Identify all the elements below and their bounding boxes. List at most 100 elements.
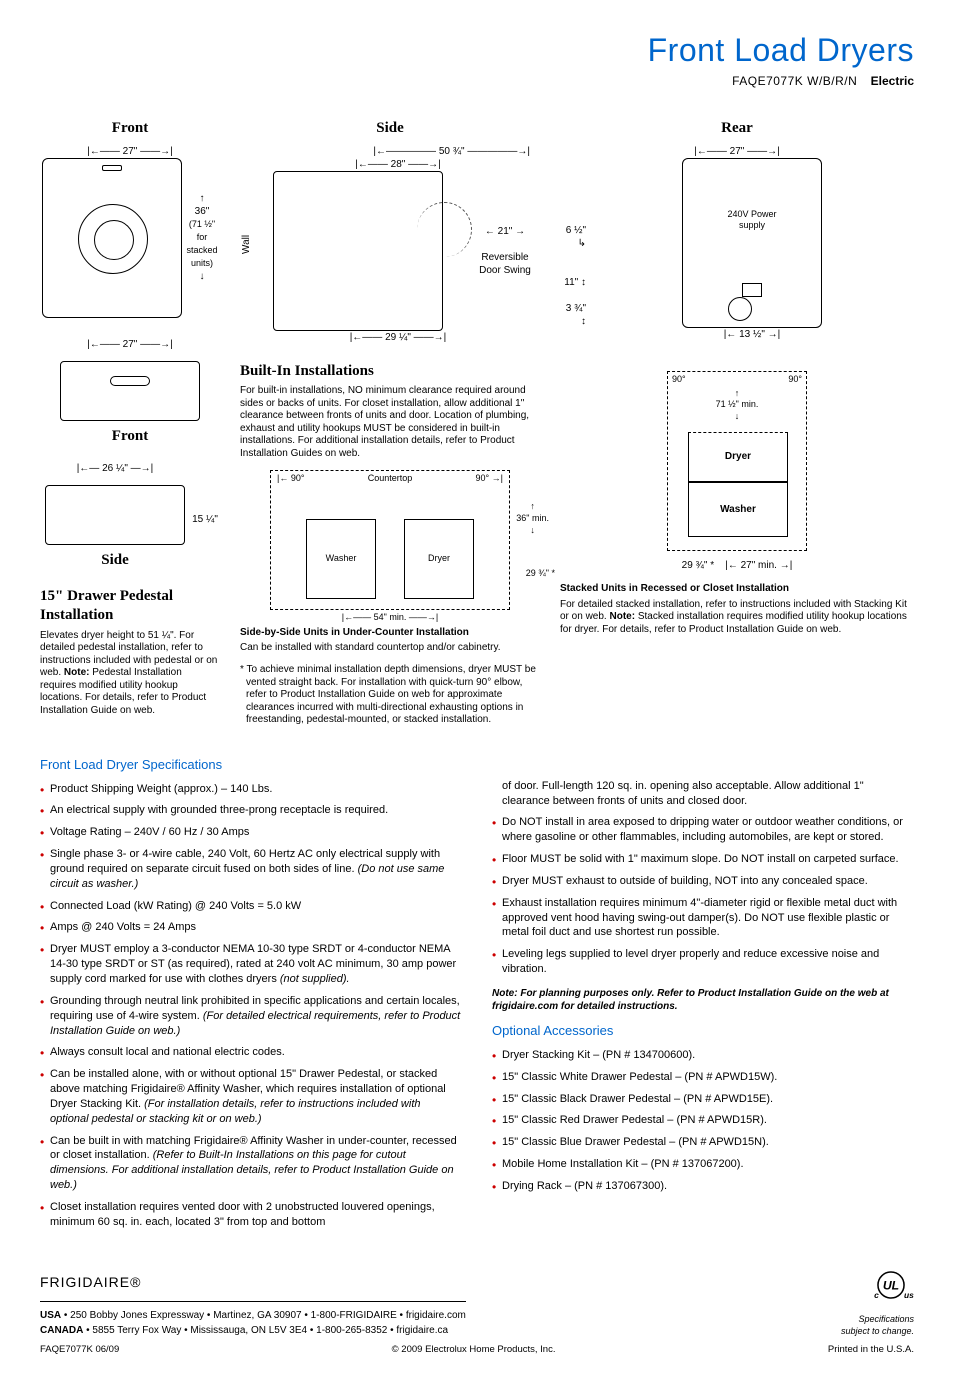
stacked-90r: 90° bbox=[788, 374, 802, 386]
spec-item: Dryer MUST exhaust to outside of buildin… bbox=[492, 874, 914, 889]
accessory-item: 15" Classic Red Drawer Pedestal – (PN # … bbox=[492, 1113, 914, 1128]
front-view-diagram bbox=[42, 158, 182, 318]
specs-right-list: of door. Full-length 120 sq. in. opening… bbox=[492, 779, 914, 977]
page-footer: FRIGIDAIRE® USA • 250 Bobby Jones Expres… bbox=[40, 1267, 914, 1356]
footer-usa: USA • 250 Bobby Jones Expressway • Marti… bbox=[40, 1308, 466, 1323]
builtin-subcaption: Can be installed with standard counterto… bbox=[240, 641, 540, 654]
side-dim-50: |←――――― 50 ¾" ―――――→| bbox=[256, 145, 540, 158]
stacked-dryer: Dryer bbox=[688, 432, 788, 482]
spec-item: Leveling legs supplied to level dryer pr… bbox=[492, 947, 914, 977]
spec-item: Closet installation requires vented door… bbox=[40, 1200, 462, 1230]
side-dim-21-swing: ← 21" → Reversible Door Swing bbox=[460, 225, 540, 277]
accessory-item: 15" Classic Blue Drawer Pedestal – (PN #… bbox=[492, 1135, 914, 1150]
product-type: Electric bbox=[871, 74, 914, 88]
accessory-item: Drying Rack – (PN # 137067300). bbox=[492, 1179, 914, 1194]
spec-item: Can be installed alone, with or without … bbox=[40, 1067, 462, 1126]
footer-copyright: © 2009 Electrolux Home Products, Inc. bbox=[392, 1344, 556, 1356]
spec-item: Can be built in with matching Frigidaire… bbox=[40, 1134, 462, 1193]
accessory-item: 15" Classic White Drawer Pedestal – (PN … bbox=[492, 1070, 914, 1085]
spec-item: Amps @ 240 Volts = 24 Amps bbox=[40, 920, 462, 935]
rear-view-diagram: 240V Power supply bbox=[682, 158, 822, 328]
footer-bottom: FAQE7077K 06/09 © 2009 Electrolux Home P… bbox=[40, 1344, 914, 1356]
side-view-diagram bbox=[273, 171, 443, 331]
rear-left-dims: 6 ½"↳11" ↕3 ¾" ↕ bbox=[560, 224, 590, 328]
spec-item: Floor MUST be solid with 1" maximum slop… bbox=[492, 852, 914, 867]
rear-width: |←―― 27" ――→| bbox=[560, 145, 914, 158]
builtin-90-right: 90° →| bbox=[476, 473, 503, 485]
spec-item: Single phase 3- or 4-wire cable, 240 Vol… bbox=[40, 847, 462, 892]
pedestal-section-title: 15" Drawer Pedestal Installation bbox=[40, 587, 220, 626]
accessories-list: Dryer Stacking Kit – (PN # 134700600). 15… bbox=[492, 1048, 914, 1194]
builtin-dryer: Dryer bbox=[404, 519, 474, 599]
ped-side-label: Side bbox=[40, 551, 190, 571]
footer-canada: CANADA • 5855 Terry Fox Way • Mississaug… bbox=[40, 1323, 466, 1338]
right-diagram-column: Rear |←―― 27" ――→| 6 ½"↳11" ↕3 ¾" ↕ 240V… bbox=[560, 119, 914, 727]
ped-front-label: Front bbox=[40, 427, 220, 447]
svg-text:c: c bbox=[874, 1290, 879, 1300]
spec-item: Product Shipping Weight (approx.) – 140 … bbox=[40, 782, 462, 797]
front-height-dim: ↑36"(71 ½" for stacked units)↓ bbox=[184, 192, 220, 283]
planning-note: Note: For planning purposes only. Refer … bbox=[492, 987, 914, 1013]
footer-docid: FAQE7077K 06/09 bbox=[40, 1344, 119, 1356]
stacked-body: For detailed stacked installation, refer… bbox=[560, 599, 914, 637]
spec-note-1: Specifications bbox=[841, 1314, 914, 1326]
builtin-90-left: |← 90° bbox=[277, 473, 304, 485]
builtin-body: For built-in installations, NO minimum c… bbox=[240, 385, 540, 460]
specs-left-list: Product Shipping Weight (approx.) – 140 … bbox=[40, 782, 462, 1230]
left-diagram-column: Front |←―― 27" ――→| ↑36"(71 ½" for stack… bbox=[40, 119, 220, 727]
stacked-90l: 90° bbox=[672, 374, 686, 386]
side-dim-28: |←―― 28" ――→| bbox=[256, 158, 540, 171]
stacked-height: ↑71 ½" min.↓ bbox=[716, 388, 759, 423]
spec-item: Do NOT install in area exposed to drippi… bbox=[492, 815, 914, 845]
spec-item: Exhaust installation requires minimum 4"… bbox=[492, 896, 914, 941]
accessory-item: Dryer Stacking Kit – (PN # 134700600). bbox=[492, 1048, 914, 1063]
footer-rule bbox=[40, 1301, 466, 1302]
stacked-caption: Stacked Units in Recessed or Closet Inst… bbox=[560, 582, 914, 595]
footer-brand: FRIGIDAIRE® bbox=[40, 1272, 466, 1293]
builtin-asterisk-note: * To achieve minimal installation depth … bbox=[240, 664, 540, 727]
spec-item: of door. Full-length 120 sq. in. opening… bbox=[492, 779, 914, 809]
page-header: Front Load Dryers FAQE7077K W/B/R/N Elec… bbox=[40, 30, 914, 89]
footer-printed: Printed in the U.S.A. bbox=[828, 1344, 914, 1356]
builtin-height: ↑36" min.↓ bbox=[516, 501, 549, 536]
footer-left: FRIGIDAIRE® USA • 250 Bobby Jones Expres… bbox=[40, 1272, 466, 1338]
specs-title: Front Load Dryer Specifications bbox=[40, 757, 462, 774]
rear-view-title: Rear bbox=[560, 119, 914, 139]
accessory-item: Mobile Home Installation Kit – (PN # 137… bbox=[492, 1157, 914, 1172]
pedestal-body: Elevates dryer height to 51 ¼". For deta… bbox=[40, 630, 220, 718]
stacked-diagram: 90° 90° ↑71 ½" min.↓ Dryer Washer bbox=[667, 371, 807, 551]
builtin-washer: Washer bbox=[306, 519, 376, 599]
stacked-washer: Washer bbox=[688, 482, 788, 537]
spec-item: Connected Load (kW Rating) @ 240 Volts =… bbox=[40, 899, 462, 914]
ped-side-height: 15 ¼" bbox=[190, 513, 220, 526]
builtin-countertop: Countertop bbox=[368, 473, 413, 485]
ped-front-width: |←―― 27" ――→| bbox=[40, 338, 220, 351]
model-number: FAQE7077K W/B/R/N bbox=[732, 74, 857, 88]
front-view-title: Front bbox=[40, 119, 220, 139]
ul-logo-icon: UL c us bbox=[868, 1267, 914, 1303]
svg-text:us: us bbox=[904, 1290, 914, 1300]
pedestal-front-diagram bbox=[60, 361, 200, 421]
rear-bottom-dim: |← 13 ½" →| bbox=[560, 328, 914, 341]
spec-item: Always consult local and national electr… bbox=[40, 1045, 462, 1060]
builtin-width: |←―― 54" min. ――→| bbox=[342, 612, 438, 624]
rear-power-label: 240V Power supply bbox=[718, 209, 787, 232]
middle-diagram-column: Side Wall |←――――― 50 ¾" ―――――→| |←―― 28"… bbox=[240, 119, 540, 727]
footer-right: UL c us Specifications subject to change… bbox=[841, 1267, 914, 1338]
spec-item: An electrical supply with grounded three… bbox=[40, 803, 462, 818]
side-view-title: Side bbox=[240, 119, 540, 139]
specs-right-column: of door. Full-length 120 sq. in. opening… bbox=[492, 757, 914, 1237]
spec-item: Dryer MUST employ a 3-conductor NEMA 10-… bbox=[40, 942, 462, 987]
builtin-caption: Side-by-Side Units in Under-Counter Inst… bbox=[240, 626, 540, 639]
header-subtitle: FAQE7077K W/B/R/N Electric bbox=[40, 74, 914, 90]
diagrams-section: Front |←―― 27" ――→| ↑36"(71 ½" for stack… bbox=[40, 119, 914, 727]
svg-text:UL: UL bbox=[883, 1278, 899, 1292]
accessories-title: Optional Accessories bbox=[492, 1023, 914, 1040]
spec-note-2: subject to change. bbox=[841, 1326, 914, 1338]
ped-side-depth: |←― 26 ¼" ―→| bbox=[40, 462, 190, 475]
wall-label: Wall bbox=[240, 145, 256, 344]
accessory-item: 15" Classic Black Drawer Pedestal – (PN … bbox=[492, 1092, 914, 1107]
stacked-depth: 29 ¾" * |← 27" min. →| bbox=[560, 559, 914, 572]
builtin-diagram: |← 90° 90° →| Countertop ↑36" min.↓ Wash… bbox=[270, 470, 510, 610]
spec-item: Grounding through neutral link prohibite… bbox=[40, 994, 462, 1039]
